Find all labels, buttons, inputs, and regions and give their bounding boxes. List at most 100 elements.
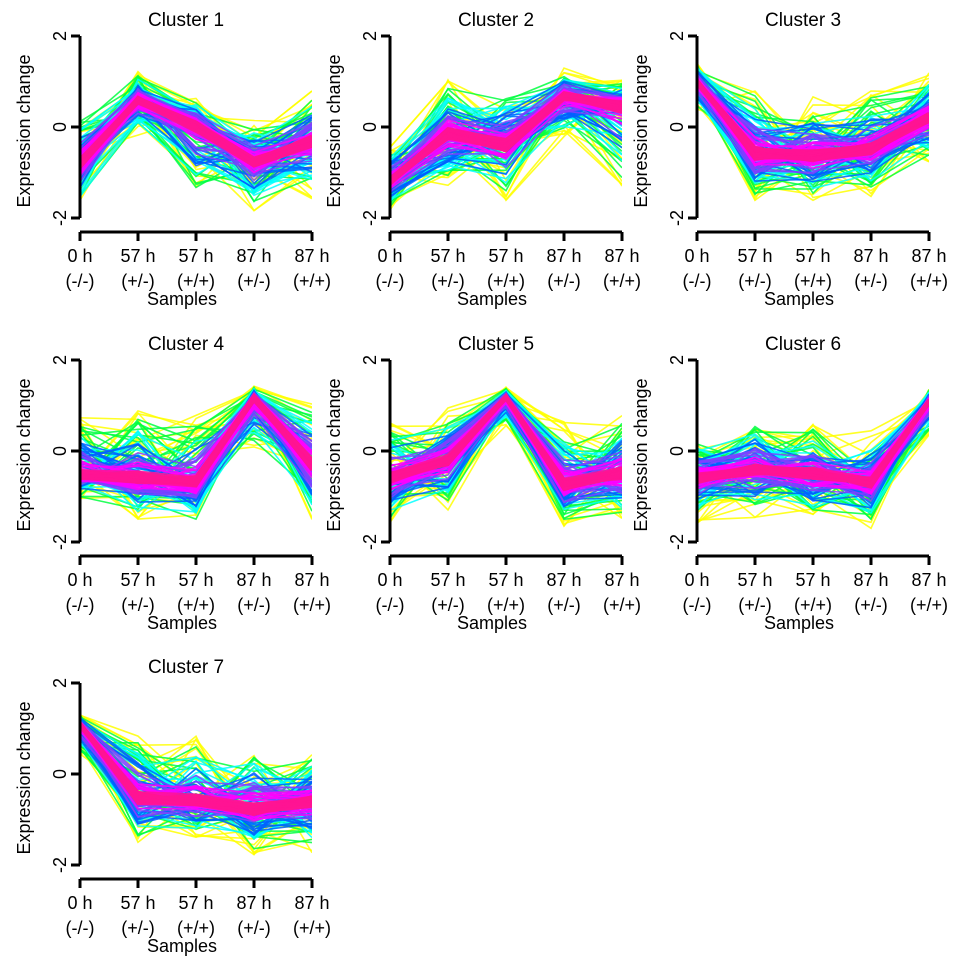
y-tick-label: 2 <box>667 31 687 41</box>
x-tick-label-sub: (-/-) <box>66 918 95 938</box>
y-axis: -2 0 2 <box>50 355 82 550</box>
chart-cluster-1: -2 0 2 0 h (-/-) 57 h (+/-) 57 h (+/+) 87 h (+/-) 8… <box>14 10 331 309</box>
x-tick-label: 57 h <box>120 570 155 590</box>
series-line <box>390 97 622 180</box>
series-lines-cluster-1 <box>80 70 312 212</box>
y-tick-label: 2 <box>50 355 70 365</box>
x-tick-label-sub: (+/+) <box>177 595 215 615</box>
y-axis: -2 0 2 <box>50 678 82 873</box>
y-axis: -2 0 2 <box>360 355 392 550</box>
chart-title: Cluster 2 <box>458 10 534 31</box>
x-tick-label-sub: (+/-) <box>237 918 271 938</box>
x-tick-label-sub: (+/-) <box>431 595 465 615</box>
y-tick-label: 2 <box>50 678 70 688</box>
x-tick-label: 57 h <box>795 570 830 590</box>
y-tick-label: 0 <box>50 446 70 456</box>
y-tick-label: 0 <box>667 446 687 456</box>
x-axis-label: Samples <box>457 289 527 309</box>
x-tick-label: 87 h <box>294 893 329 913</box>
y-axis: -2 0 2 <box>360 31 392 226</box>
y-tick-label: 2 <box>50 31 70 41</box>
x-tick-label-sub: (-/-) <box>376 595 405 615</box>
chart-title: Cluster 6 <box>765 334 841 355</box>
y-axis: -2 0 2 <box>667 355 699 550</box>
x-axis-label: Samples <box>147 613 217 633</box>
y-tick-label: -2 <box>667 534 687 550</box>
y-tick-label: 0 <box>360 446 380 456</box>
x-tick-label: 87 h <box>236 570 271 590</box>
y-tick-label: -2 <box>360 210 380 226</box>
x-tick-label-sub: (+/-) <box>854 595 888 615</box>
series-line <box>697 82 929 130</box>
y-tick-label: 0 <box>50 122 70 132</box>
x-tick-label-sub: (+/+) <box>910 271 948 291</box>
series-line <box>390 400 622 494</box>
y-tick-label: 2 <box>360 31 380 41</box>
x-tick-label-sub: (+/+) <box>293 271 331 291</box>
chart-title: Cluster 3 <box>765 10 841 31</box>
x-tick-label: 57 h <box>737 570 772 590</box>
x-tick-label-sub: (+/-) <box>854 271 888 291</box>
x-tick-label-sub: (+/-) <box>547 271 581 291</box>
chart-title: Cluster 5 <box>458 334 534 355</box>
x-axis-label: Samples <box>457 613 527 633</box>
series-line <box>80 96 312 168</box>
x-tick-label-sub: (+/+) <box>603 595 641 615</box>
y-tick-label: -2 <box>360 534 380 550</box>
chart-cluster-2: -2 0 2 0 h (-/-) 57 h (+/-) 57 h (+/+) 87 h (+/-) 8… <box>324 10 641 309</box>
x-axis: 0 h (-/-) 57 h (+/-) 57 h (+/+) 87 h (+/-) 87 h (… <box>376 554 641 615</box>
x-tick-label-sub: (+/-) <box>431 271 465 291</box>
y-tick-label: -2 <box>667 210 687 226</box>
x-tick-label-sub: (-/-) <box>376 271 405 291</box>
chart-cluster-4: -2 0 2 0 h (-/-) 57 h (+/-) 57 h (+/+) 87 h (+/-) 8… <box>14 334 331 633</box>
x-tick-label-sub: (+/-) <box>121 918 155 938</box>
x-tick-label-sub: (-/-) <box>66 271 95 291</box>
x-tick-label-sub: (+/+) <box>794 595 832 615</box>
series-line <box>80 392 312 485</box>
chart-title: Cluster 4 <box>148 334 224 355</box>
x-axis: 0 h (-/-) 57 h (+/-) 57 h (+/+) 87 h (+/-) 87 h (… <box>683 554 948 615</box>
x-axis: 0 h (-/-) 57 h (+/-) 57 h (+/+) 87 h (+/-) 87 h (… <box>376 230 641 291</box>
x-axis: 0 h (-/-) 57 h (+/-) 57 h (+/+) 87 h (+/-) 87 h (… <box>66 554 331 615</box>
chart-cluster-6: -2 0 2 0 h (-/-) 57 h (+/-) 57 h (+/+) 87 h (+/-) 8… <box>631 334 948 633</box>
x-axis: 0 h (-/-) 57 h (+/-) 57 h (+/+) 87 h (+/-) 87 h (… <box>66 877 331 938</box>
x-tick-label: 87 h <box>604 246 639 266</box>
x-axis-label: Samples <box>147 936 217 956</box>
series-line <box>80 92 312 176</box>
x-tick-label-sub: (+/-) <box>738 271 772 291</box>
series-line <box>80 722 312 807</box>
x-tick-label: 87 h <box>911 570 946 590</box>
x-tick-label: 57 h <box>795 246 830 266</box>
y-axis-label: Expression change <box>14 54 34 207</box>
x-tick-label: 0 h <box>67 246 92 266</box>
series-line <box>390 393 622 482</box>
x-tick-label-sub: (+/+) <box>603 271 641 291</box>
x-tick-label-sub: (+/-) <box>237 271 271 291</box>
y-tick-label: 0 <box>50 769 70 779</box>
x-axis: 0 h (-/-) 57 h (+/-) 57 h (+/+) 87 h (+/-) 87 h (… <box>683 230 948 291</box>
x-axis: 0 h (-/-) 57 h (+/-) 57 h (+/+) 87 h (+/-) 87 h (… <box>66 230 331 291</box>
y-axis-label: Expression change <box>324 54 344 207</box>
x-tick-label-sub: (+/-) <box>121 271 155 291</box>
x-tick-label: 57 h <box>430 570 465 590</box>
series-lines-cluster-3 <box>697 63 929 202</box>
x-tick-label: 87 h <box>546 570 581 590</box>
x-tick-label: 0 h <box>67 570 92 590</box>
x-tick-label: 57 h <box>120 893 155 913</box>
series-lines-cluster-6 <box>697 388 929 530</box>
x-axis-label: Samples <box>764 613 834 633</box>
y-tick-label: 0 <box>667 122 687 132</box>
x-tick-label: 0 h <box>377 570 402 590</box>
y-tick-label: 2 <box>667 355 687 365</box>
x-axis-label: Samples <box>764 289 834 309</box>
x-tick-label-sub: (-/-) <box>66 595 95 615</box>
y-axis: -2 0 2 <box>667 31 699 226</box>
x-tick-label-sub: (+/-) <box>121 595 155 615</box>
x-tick-label: 57 h <box>120 246 155 266</box>
chart-cluster-5: -2 0 2 0 h (-/-) 57 h (+/-) 57 h (+/+) 87 h (+/-) 8… <box>324 334 641 633</box>
x-tick-label: 0 h <box>377 246 402 266</box>
series-lines-cluster-2 <box>390 67 622 211</box>
y-tick-label: 0 <box>360 122 380 132</box>
